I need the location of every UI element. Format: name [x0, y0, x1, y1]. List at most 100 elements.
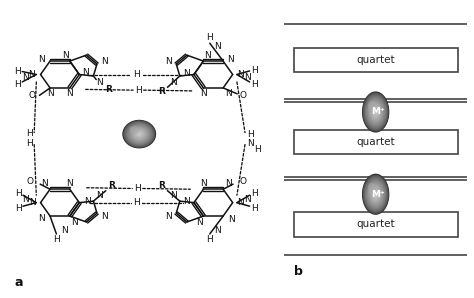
Circle shape: [133, 129, 146, 139]
Text: N: N: [41, 179, 48, 188]
Text: R: R: [109, 181, 115, 190]
Text: H: H: [251, 80, 258, 89]
Circle shape: [366, 181, 385, 208]
Circle shape: [373, 108, 378, 116]
Circle shape: [374, 191, 378, 198]
Circle shape: [371, 105, 380, 119]
Text: N: N: [165, 57, 172, 66]
Circle shape: [130, 126, 139, 134]
Text: R: R: [158, 181, 165, 190]
Text: H: H: [251, 66, 258, 75]
Text: N: N: [165, 212, 172, 221]
Circle shape: [366, 180, 385, 209]
Text: H: H: [15, 67, 21, 76]
Circle shape: [372, 106, 380, 118]
Circle shape: [368, 100, 383, 124]
Text: N: N: [237, 70, 244, 79]
Text: N: N: [200, 179, 207, 188]
Circle shape: [363, 92, 389, 132]
Circle shape: [366, 98, 385, 126]
Circle shape: [364, 95, 387, 129]
Circle shape: [375, 111, 376, 113]
Bar: [293, 130, 458, 154]
Text: N: N: [28, 70, 35, 79]
Text: N: N: [101, 212, 108, 221]
Circle shape: [128, 124, 151, 144]
Circle shape: [374, 192, 377, 197]
Text: N: N: [244, 195, 251, 204]
Text: H: H: [133, 198, 140, 207]
Text: N: N: [84, 197, 91, 206]
Text: N: N: [170, 191, 177, 200]
Circle shape: [134, 129, 145, 139]
Text: H: H: [27, 139, 33, 148]
Text: N: N: [66, 179, 73, 188]
Text: N: N: [82, 68, 89, 77]
Text: N: N: [170, 78, 177, 87]
Circle shape: [369, 103, 382, 122]
Text: H: H: [15, 204, 22, 213]
Circle shape: [131, 127, 148, 141]
Text: O: O: [28, 91, 35, 100]
Circle shape: [371, 187, 380, 201]
Circle shape: [369, 185, 382, 204]
Text: H: H: [135, 86, 142, 95]
Text: N: N: [183, 197, 190, 206]
Circle shape: [127, 124, 152, 145]
Circle shape: [138, 133, 140, 135]
Circle shape: [375, 193, 376, 195]
Text: M⁺: M⁺: [371, 190, 384, 199]
Circle shape: [368, 183, 375, 194]
Circle shape: [370, 186, 381, 202]
Circle shape: [136, 131, 143, 137]
Circle shape: [368, 183, 383, 206]
Text: M⁺: M⁺: [371, 108, 384, 117]
Circle shape: [371, 187, 381, 202]
Text: b: b: [293, 265, 302, 278]
Text: O: O: [27, 177, 34, 186]
Circle shape: [365, 179, 386, 210]
Text: H: H: [15, 80, 21, 89]
Circle shape: [130, 126, 149, 142]
Circle shape: [374, 108, 378, 115]
Text: N: N: [228, 215, 236, 224]
Circle shape: [375, 111, 376, 113]
Text: H: H: [27, 129, 33, 138]
Text: N: N: [71, 218, 77, 226]
Circle shape: [363, 93, 388, 131]
Text: N: N: [228, 55, 234, 64]
Text: N: N: [101, 57, 108, 66]
Text: H: H: [53, 235, 60, 244]
Text: N: N: [61, 226, 67, 235]
Circle shape: [373, 190, 378, 198]
Text: N: N: [204, 51, 211, 60]
Circle shape: [123, 121, 155, 148]
Bar: [211, 102, 474, 177]
Text: H: H: [134, 184, 141, 193]
Circle shape: [364, 94, 388, 130]
Circle shape: [128, 125, 151, 144]
Circle shape: [129, 125, 149, 143]
Circle shape: [369, 184, 383, 204]
Text: N: N: [196, 218, 202, 226]
Text: H: H: [206, 33, 213, 42]
Circle shape: [366, 97, 385, 126]
Circle shape: [370, 103, 382, 121]
Circle shape: [363, 175, 388, 213]
Circle shape: [135, 131, 143, 137]
Circle shape: [137, 133, 141, 136]
Text: N: N: [96, 191, 103, 200]
Circle shape: [134, 130, 144, 138]
Text: M⁺: M⁺: [135, 130, 149, 139]
Circle shape: [370, 104, 381, 120]
Circle shape: [362, 91, 389, 133]
Circle shape: [364, 176, 388, 212]
Circle shape: [367, 182, 384, 207]
Text: H: H: [251, 204, 258, 213]
Text: R: R: [105, 85, 112, 94]
Text: N: N: [38, 214, 45, 223]
Bar: [293, 48, 458, 72]
Text: O: O: [240, 91, 247, 100]
Circle shape: [363, 174, 389, 214]
Circle shape: [125, 122, 154, 146]
